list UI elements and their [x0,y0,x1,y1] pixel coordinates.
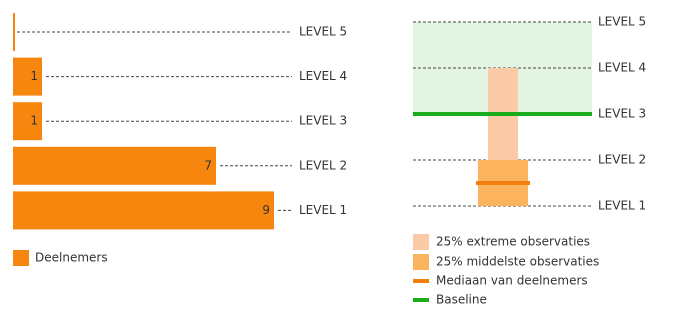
category-label: LEVEL 2 [299,158,347,172]
data-label: 7 [204,158,212,172]
y-tick-label: LEVEL 4 [598,61,646,75]
y-tick-label: LEVEL 2 [598,153,646,167]
category-label: LEVEL 5 [299,25,347,39]
bar [13,57,42,96]
data-label: 9 [262,203,270,217]
bar [13,146,216,185]
category-label: LEVEL 3 [299,114,347,128]
legend-swatch [413,254,429,270]
legend-swatch [413,279,429,283]
legend-swatch [413,234,429,250]
legend-swatch [13,250,29,266]
legend-label: 25% extreme observaties [436,235,590,249]
y-tick-label: LEVEL 3 [598,107,646,121]
y-tick-label: LEVEL 1 [598,199,646,213]
legend-swatch [413,298,429,302]
data-label: 1 [30,114,38,128]
legend-label: Baseline [436,293,487,307]
category-label: LEVEL 1 [299,203,347,217]
bar [13,102,42,141]
y-tick-label: LEVEL 5 [598,15,646,29]
legend-label: Deelnemers [35,251,108,265]
data-label: 1 [30,69,38,83]
legend-label: 25% middelste observaties [436,255,599,269]
category-label: LEVEL 4 [299,69,347,83]
bar [13,191,274,230]
legend-label: Mediaan van deelnemers [436,274,588,288]
